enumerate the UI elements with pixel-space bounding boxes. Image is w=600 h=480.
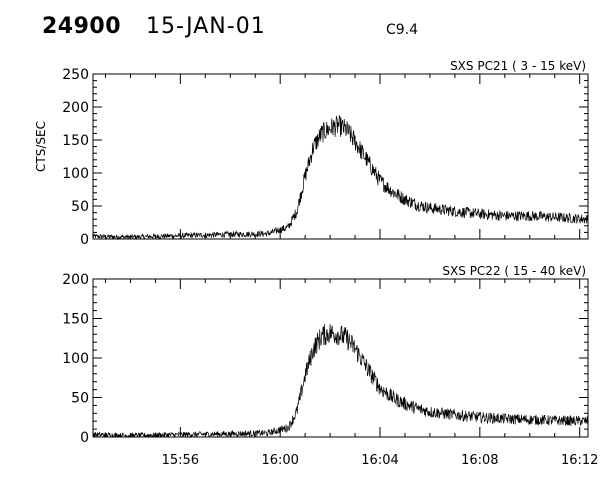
y-tick-label: 200 bbox=[62, 272, 89, 288]
x-tick-label: 16:08 bbox=[461, 453, 498, 468]
x-tick-label: 15:56 bbox=[162, 453, 199, 468]
y-tick-label: 250 bbox=[62, 67, 89, 83]
y-tick-label: 100 bbox=[62, 166, 89, 182]
plot-frame bbox=[92, 278, 589, 438]
y-tick-label: 0 bbox=[80, 232, 89, 248]
series-line bbox=[92, 324, 589, 439]
panel-pc22: SXS PC22 ( 15 - 40 keV) 0 50 100 150 200 15:56… bbox=[62, 264, 598, 468]
y-tick-label: 200 bbox=[62, 100, 89, 116]
y-axis-label: CTS/SEC bbox=[34, 121, 48, 172]
plot-frame bbox=[92, 73, 589, 240]
event-id: 24900 bbox=[42, 14, 122, 39]
y-tick-label: 0 bbox=[80, 430, 89, 446]
series-line bbox=[92, 114, 589, 241]
y-tick-label: 50 bbox=[71, 199, 89, 215]
x-tick-label: 16:00 bbox=[261, 453, 298, 468]
x-tick-label: 16:12 bbox=[561, 453, 598, 468]
x-tick-label: 16:04 bbox=[361, 453, 398, 468]
event-date: 15-JAN-01 bbox=[146, 14, 266, 39]
panel-title: SXS PC22 ( 15 - 40 keV) bbox=[442, 264, 586, 278]
panel-pc21: SXS PC21 ( 3 - 15 keV) CTS/SEC 0 50 100 150 20… bbox=[34, 59, 589, 248]
flare-class: C9.4 bbox=[386, 22, 419, 38]
y-tick-label: 50 bbox=[71, 391, 89, 407]
y-tick-label: 150 bbox=[62, 312, 89, 328]
y-tick-label: 150 bbox=[62, 133, 89, 149]
y-tick-label: 100 bbox=[62, 351, 89, 367]
panel-title: SXS PC21 ( 3 - 15 keV) bbox=[450, 59, 586, 73]
